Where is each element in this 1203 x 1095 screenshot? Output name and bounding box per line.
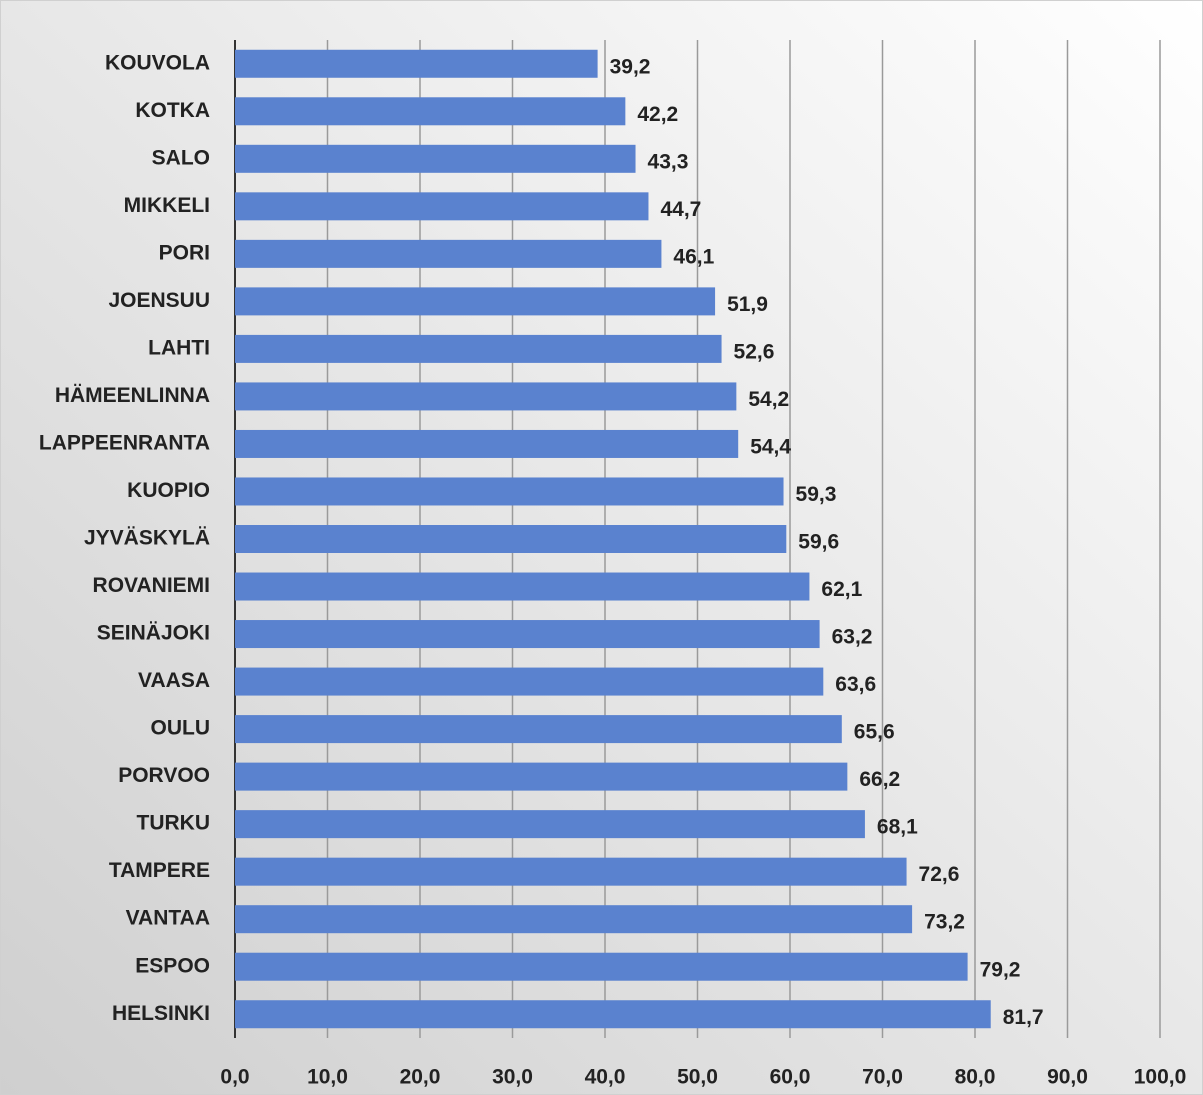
x-tick-label: 0,0 [220,1066,249,1089]
value-label: 63,6 [835,673,876,696]
x-tick-label: 50,0 [677,1066,718,1089]
y-tick-label: SALO [152,146,210,169]
value-label: 46,1 [673,245,714,268]
value-label: 62,1 [821,578,862,601]
value-label: 59,3 [796,483,837,506]
y-tick-label: HELSINKI [112,1002,210,1025]
bar [235,715,842,744]
y-tick-label: PORI [159,241,210,264]
x-tick-label: 30,0 [492,1066,533,1089]
y-tick-label: VAASA [138,669,210,692]
bar [235,287,716,316]
bar [235,572,810,601]
value-label: 51,9 [727,293,768,316]
x-tick-label: 80,0 [955,1066,996,1089]
value-label: 43,3 [648,150,689,173]
value-label: 44,7 [660,198,701,221]
value-label: 52,6 [734,340,775,363]
value-label: 66,2 [859,768,900,791]
value-label: 73,2 [924,911,965,934]
y-tick-label: PORVOO [118,764,210,787]
x-tick-label: 100,0 [1134,1066,1187,1089]
value-label: 68,1 [877,816,918,839]
y-tick-label: SEINÄJOKI [97,622,210,645]
y-tick-label: ROVANIEMI [93,574,210,597]
y-tick-label: OULU [151,717,211,740]
bar [235,1000,991,1029]
bar [235,525,787,553]
value-label: 63,2 [832,626,873,649]
bar [235,382,737,411]
bar [235,762,848,791]
x-tick-label: 70,0 [862,1066,903,1089]
y-tick-label: KOTKA [135,99,210,122]
value-label: 72,6 [919,863,960,886]
value-label: 79,2 [980,958,1021,981]
bar [235,239,662,268]
y-tick-label: MIKKELI [124,194,210,217]
value-label: 59,6 [798,531,839,554]
value-label: 42,2 [637,103,678,126]
y-tick-label: ESPOO [135,954,210,977]
bar [235,144,636,173]
value-label: 39,2 [610,55,651,78]
y-tick-label: HÄMEENLINNA [55,384,210,407]
y-tick-label: KUOPIO [127,479,210,502]
bar [235,620,820,649]
value-label: 54,2 [748,388,789,411]
value-label: 81,7 [1003,1006,1044,1029]
x-tick-label: 40,0 [585,1066,626,1089]
x-tick-label: 10,0 [307,1066,348,1089]
y-tick-label: KOUVOLA [105,51,210,74]
y-tick-label: TURKU [137,812,211,835]
bar [235,334,722,363]
bar [235,667,824,696]
bar [235,429,739,458]
bar [235,477,784,506]
y-tick-label: LAPPEENRANTA [39,431,210,454]
bar [235,952,968,981]
y-tick-label: JYVÄSKYLÄ [84,527,210,550]
bar [235,49,598,78]
bar [235,192,649,221]
value-label: 65,6 [854,721,895,744]
x-tick-label: 20,0 [400,1066,441,1089]
y-tick-label: TAMPERE [109,859,210,882]
bar [235,97,626,126]
y-tick-label: LAHTI [148,336,210,359]
value-label: 54,4 [750,435,791,458]
bar [235,905,913,934]
bar [235,857,907,886]
x-tick-label: 90,0 [1047,1066,1088,1089]
x-tick-label: 60,0 [770,1066,811,1089]
y-tick-label: VANTAA [126,907,210,930]
y-tick-label: JOENSUU [108,289,210,312]
bar [235,810,865,839]
